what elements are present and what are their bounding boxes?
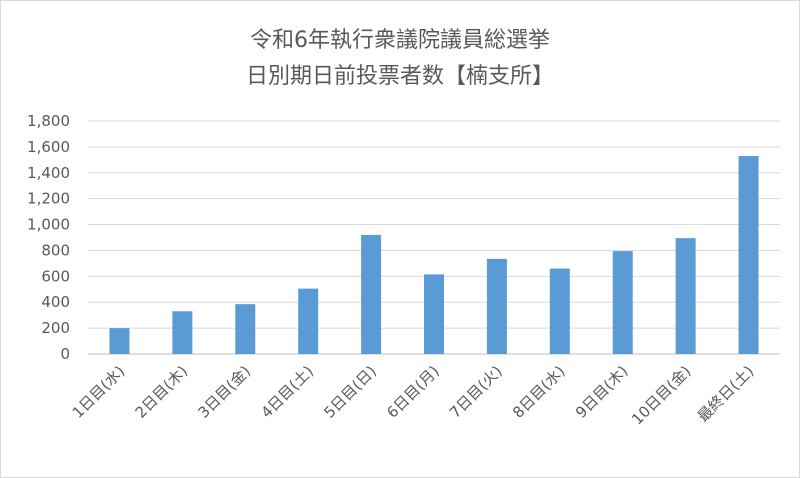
x-tick-label: 1日目(水) xyxy=(69,362,129,422)
bar xyxy=(361,234,382,354)
bar xyxy=(486,258,507,354)
y-tick-label: 400 xyxy=(41,293,70,311)
x-tick-label: 最終日(土) xyxy=(694,362,757,425)
y-tick-label: 0 xyxy=(60,345,70,363)
y-tick-label: 800 xyxy=(41,241,70,259)
chart-title: 令和6年執行衆議院議員総選挙 xyxy=(250,28,550,53)
x-axis: 1日目(水) 2日目(木) 3日目(金) 4日目(土) 5日目(日) 6日目(月) 7日目(… xyxy=(69,362,758,428)
bar xyxy=(424,274,444,354)
y-tick-label: 1,000 xyxy=(27,216,70,234)
y-axis: 0 200 400 600 800 1,000 1,200 1,400 1,600 1,800 xyxy=(27,112,70,363)
y-tick-label: 1,400 xyxy=(27,164,70,182)
x-tick-label: 8日目(水) xyxy=(509,362,569,422)
chart-subtitle: 日別期日前投票者数【楠支所】 xyxy=(245,64,554,89)
bar xyxy=(549,268,570,354)
x-tick-label: 9日目(木) xyxy=(572,362,632,422)
x-tick-label: 2日目(木) xyxy=(132,362,192,422)
x-tick-label: 6日目(月) xyxy=(383,362,443,422)
y-tick-label: 1,600 xyxy=(27,138,70,156)
y-tick-label: 1,800 xyxy=(27,112,70,130)
x-tick-label: 4日目(土) xyxy=(257,362,317,422)
bar xyxy=(235,304,256,354)
y-tick-label: 1,200 xyxy=(27,190,70,208)
x-tick-label: 7日目(火) xyxy=(446,362,506,422)
x-tick-label: 5日目(日) xyxy=(320,362,380,422)
bar xyxy=(675,238,696,354)
bars xyxy=(109,155,759,354)
x-tick-label: 10日目(金) xyxy=(628,362,694,428)
bar xyxy=(109,328,130,354)
bar xyxy=(298,288,319,354)
bar xyxy=(738,155,759,354)
bar xyxy=(612,251,633,354)
bar xyxy=(172,311,193,354)
y-tick-label: 600 xyxy=(41,267,70,285)
y-tick-label: 200 xyxy=(41,319,70,337)
x-tick-label: 3日目(金) xyxy=(195,362,255,422)
